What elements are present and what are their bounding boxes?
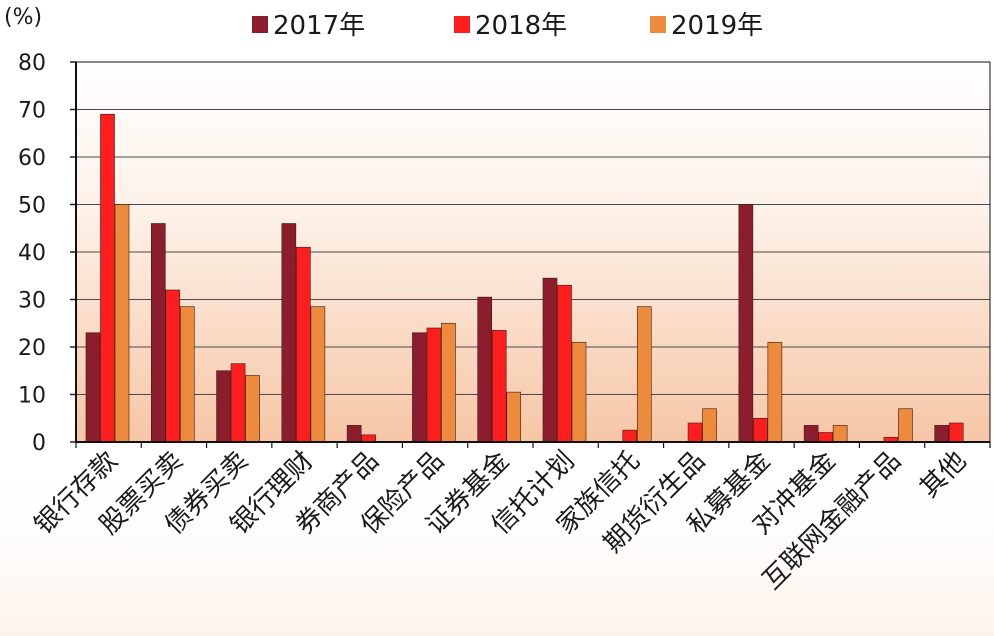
bar-2017年-信托计划 — [542, 277, 558, 443]
bars-group — [85, 113, 964, 443]
legend-label: 2018年 — [475, 11, 567, 41]
bar-2019年-银行理财 — [310, 306, 326, 443]
legend-swatch-2019年 — [650, 16, 666, 33]
bar-2019年-对冲基金 — [832, 425, 848, 443]
bar-2018年-家族信托 — [622, 429, 638, 443]
bar-2019年-股票买卖 — [179, 306, 195, 443]
y-axis-unit-label: (%) — [4, 5, 42, 30]
bar-2017年-对冲基金 — [803, 425, 819, 443]
y-tick-label: 60 — [18, 146, 46, 171]
y-tick-label: 0 — [32, 431, 46, 456]
y-tick-label: 40 — [18, 241, 46, 266]
bar-2019年-私募基金 — [767, 341, 783, 443]
y-tick-label: 20 — [18, 336, 46, 361]
bar-2017年-私募基金 — [738, 204, 754, 443]
y-tick-label: 30 — [18, 289, 46, 314]
y-tick-labels: 0 10 20 30 40 50 60 70 80 — [18, 51, 46, 456]
bar-2019年-家族信托 — [636, 306, 652, 443]
y-tick-label: 70 — [18, 99, 46, 124]
legend-label: 2019年 — [671, 11, 763, 41]
bar-2018年-银行理财 — [296, 246, 311, 443]
bar-2018年-银行存款 — [100, 113, 115, 443]
legend-swatch-2017年 — [252, 16, 268, 33]
bar-2018年-对冲基金 — [818, 432, 833, 443]
bar-2019年-证券基金 — [506, 391, 522, 443]
bar-2018年-券商产品 — [361, 434, 376, 443]
legend-label: 2017年 — [273, 11, 365, 41]
bar-2017年-保险产品 — [412, 332, 427, 443]
bar-2017年-银行理财 — [281, 223, 297, 443]
bar-2018年-保险产品 — [426, 327, 442, 443]
bar-2018年-债券买卖 — [230, 363, 246, 443]
bar-2018年-期货衍生品 — [687, 422, 703, 443]
bar-2017年-证券基金 — [477, 296, 493, 443]
bar-2018年-证券基金 — [491, 330, 507, 443]
category-area-background — [0, 443, 994, 636]
bar-2017年-银行存款 — [85, 332, 101, 443]
legend: 2017年 2018年 2019年 — [252, 11, 763, 41]
bar-2019年-银行存款 — [114, 204, 130, 443]
bar-2019年-互联网金融产品 — [898, 408, 913, 443]
bar-2019年-信托计划 — [571, 341, 587, 443]
y-tick-label: 10 — [18, 384, 46, 409]
y-tick-label: 50 — [18, 194, 46, 219]
bar-2018年-私募基金 — [753, 417, 768, 443]
bar-2017年-股票买卖 — [150, 223, 166, 443]
axes — [75, 61, 991, 448]
bar-2018年-信托计划 — [557, 284, 572, 443]
bar-2017年-债券买卖 — [216, 370, 231, 443]
bar-2017年-券商产品 — [346, 425, 362, 443]
bar-2017年-其他 — [934, 425, 950, 443]
bar-2019年-期货衍生品 — [702, 408, 717, 443]
bar-2019年-保险产品 — [441, 322, 456, 443]
legend-swatch-2018年 — [454, 16, 470, 33]
bar-2019年-债券买卖 — [245, 375, 260, 443]
y-tick-label: 80 — [18, 51, 46, 76]
bar-2018年-其他 — [948, 422, 964, 443]
bar-2018年-股票买卖 — [165, 289, 181, 443]
